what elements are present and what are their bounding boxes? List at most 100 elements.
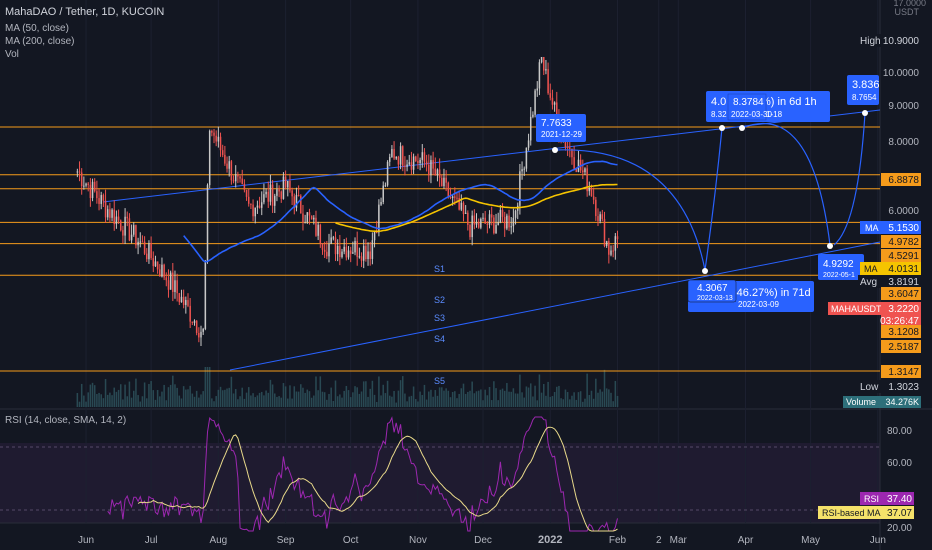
legend-vol[interactable]: Vol xyxy=(5,49,19,60)
candle-body xyxy=(263,194,265,203)
candle-body xyxy=(438,169,441,178)
volume-bar xyxy=(486,395,489,407)
candle-body xyxy=(367,251,369,260)
channel-lower-line[interactable] xyxy=(229,241,881,371)
candle xyxy=(425,154,428,172)
candle-body xyxy=(126,216,129,219)
volume-bar xyxy=(130,397,133,407)
candle-body xyxy=(217,136,220,142)
candle-body xyxy=(404,165,406,167)
forecast-paths[interactable] xyxy=(552,110,868,274)
volume-bar xyxy=(423,384,426,407)
volume-bar xyxy=(592,398,595,407)
anchor-point[interactable] xyxy=(552,147,558,153)
volume-bar xyxy=(178,395,181,407)
candle xyxy=(250,203,252,209)
anchor-point[interactable] xyxy=(702,268,708,274)
legend-rsi[interactable]: RSI (14, close, SMA, 14, 2) xyxy=(5,415,126,426)
legend-ma50[interactable]: MA (50, close) xyxy=(5,23,69,34)
candle-body xyxy=(352,252,354,254)
candle xyxy=(605,240,608,248)
anchor-point[interactable] xyxy=(739,125,745,131)
time-tick: May xyxy=(801,535,820,546)
candle-body xyxy=(514,210,517,218)
price-tick: 6.0000 xyxy=(888,206,919,217)
candle-body xyxy=(443,177,445,187)
candle-body xyxy=(174,280,176,292)
candle xyxy=(271,180,274,213)
candle xyxy=(391,145,393,158)
volume-bar xyxy=(525,386,528,407)
volume-bar xyxy=(260,391,263,407)
candle-body xyxy=(534,90,536,115)
volume-bar xyxy=(191,393,194,407)
callout-c[interactable]: 4.0 %) in 6d 1h 8.32 1-18 8.3784 2022-03… xyxy=(706,91,830,122)
candle-body xyxy=(300,195,302,214)
volume-bar xyxy=(408,396,411,407)
volume-bar xyxy=(274,393,276,407)
candle xyxy=(532,111,534,119)
anchor-point[interactable] xyxy=(862,110,868,116)
candle xyxy=(421,144,424,168)
volume-bar xyxy=(438,387,441,407)
candle xyxy=(232,175,235,184)
volume-bar xyxy=(135,378,137,407)
candle-body xyxy=(490,214,493,218)
callout-a[interactable]: 4.3067 2022-03-13 xyxy=(687,279,737,303)
volume-bar xyxy=(245,392,248,407)
callout-e[interactable]: 3.836 8.7654 xyxy=(847,75,880,105)
candle-body xyxy=(399,146,402,165)
symbol-title[interactable]: MahaDAO / Tether, 1D, KUCOIN xyxy=(5,6,164,18)
volume-bar xyxy=(436,395,439,407)
candle xyxy=(211,129,213,137)
price-axis[interactable]: 17.0000 USDT 10.0000 9.0000 8.0000 6.000… xyxy=(828,0,926,408)
candle-body xyxy=(401,146,404,166)
candle-body xyxy=(349,250,352,254)
volume-bar xyxy=(85,401,87,407)
forecast-arc-2[interactable] xyxy=(704,127,723,271)
time-axis[interactable]: Jun Jul Aug Sep Oct Nov Dec 2022 Feb 2 Mar Apr May Ju… xyxy=(78,534,886,546)
volume-bar xyxy=(193,396,196,407)
legend-ma200[interactable]: MA (200, close) xyxy=(5,36,74,47)
candle-body xyxy=(454,196,456,198)
candle-body xyxy=(276,189,278,196)
candle-body xyxy=(313,217,315,220)
candle-body xyxy=(278,189,280,192)
anchor-point[interactable] xyxy=(827,243,833,249)
candle-body xyxy=(347,250,350,258)
candle-body xyxy=(408,162,411,165)
forecast-arc-3[interactable] xyxy=(741,123,831,246)
candle xyxy=(612,245,614,258)
rsi-tick: 60.00 xyxy=(887,458,912,469)
legend[interactable]: MahaDAO / Tether, 1D, KUCOIN MA (50, clo… xyxy=(5,6,164,426)
forecast-arc-4[interactable] xyxy=(833,112,866,246)
volume-bar xyxy=(417,401,419,407)
time-tick: Nov xyxy=(409,535,427,546)
candle xyxy=(276,182,278,202)
forecast-arc-1[interactable] xyxy=(554,149,706,271)
candle xyxy=(536,81,539,97)
candle xyxy=(367,242,369,266)
volume-bar xyxy=(230,376,233,407)
candle xyxy=(512,208,515,233)
candle-body xyxy=(430,160,432,176)
callout-peak[interactable]: 7.7633 2021-12-29 xyxy=(536,114,586,142)
candle-body xyxy=(417,160,419,164)
candle xyxy=(228,155,230,177)
candle xyxy=(226,156,228,173)
anchor-point[interactable] xyxy=(719,125,725,131)
volume-bar xyxy=(510,391,512,407)
candle-body xyxy=(616,236,619,240)
volume-bar xyxy=(365,381,367,407)
volume-bar xyxy=(306,389,309,407)
candle-body xyxy=(202,328,204,332)
time-tick: Jun xyxy=(870,535,886,546)
volume-bar xyxy=(291,398,293,407)
candle xyxy=(254,207,256,224)
rsi-axis[interactable]: 80.00 60.00 20.00 RSI 37.40 RSI-based MA… xyxy=(818,426,914,534)
volume-bar xyxy=(582,401,584,407)
callout-c-bot-mid: 2022-03-30 xyxy=(731,110,772,119)
callout-d[interactable]: 4.9292 2022-05-1 xyxy=(818,254,864,280)
volume-bar xyxy=(336,396,339,407)
